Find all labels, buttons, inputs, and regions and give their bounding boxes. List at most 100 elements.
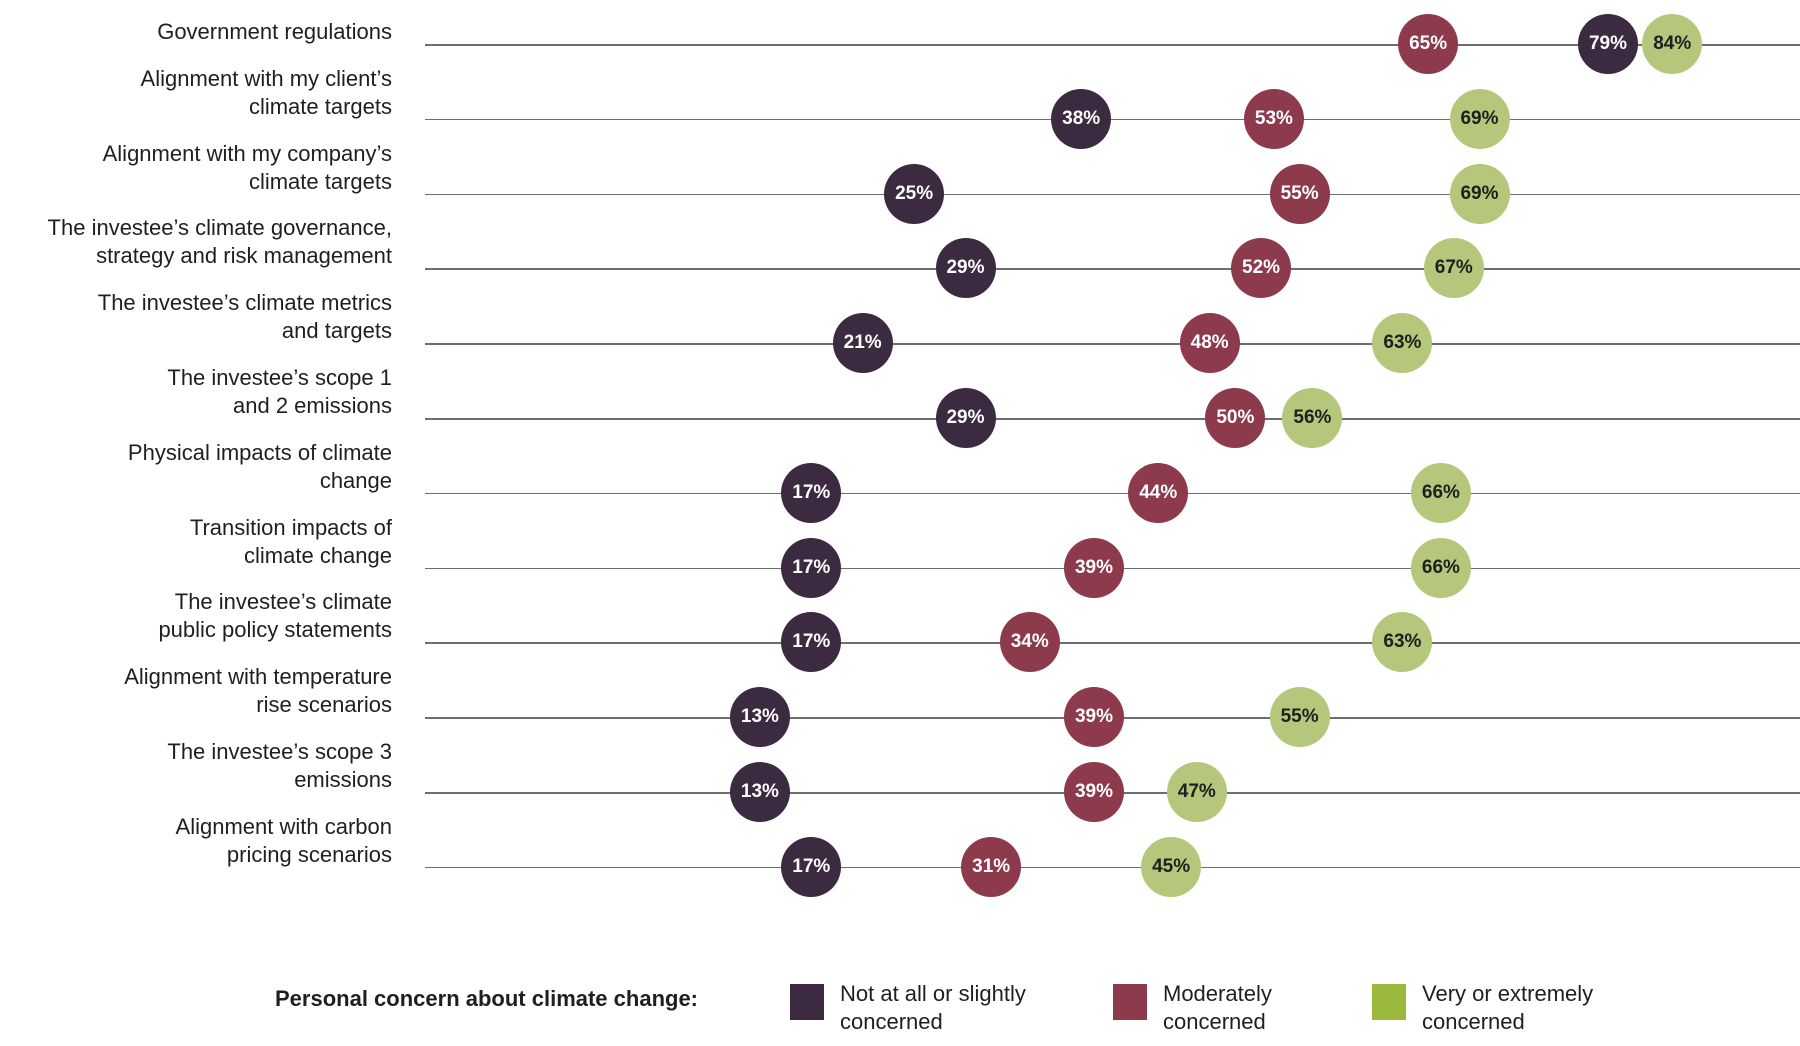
legend-item-moderately-concerned: Moderately concerned: [1113, 980, 1393, 1036]
data-point-very-or-extremely-concerned: 56%: [1282, 388, 1343, 448]
row-label-line: Alignment with temperature: [124, 664, 392, 690]
row-label: The investee’s scope 1 and 2 emissions: [0, 364, 392, 420]
data-point-not-at-all-or-slightly-concerned: 29%: [935, 238, 996, 299]
row-label-line: change: [319, 467, 392, 493]
row-label-line: climate targets: [248, 168, 392, 194]
data-point-very-or-extremely-concerned: 63%: [1372, 612, 1433, 673]
data-point-very-or-extremely-concerned: 63%: [1372, 313, 1433, 374]
data-point-moderately-concerned: 39%: [1064, 762, 1124, 822]
data-label: 63%: [1383, 631, 1422, 653]
legend-label-line: Very or extremely: [1422, 981, 1594, 1006]
legend-label: Moderately concerned: [1163, 980, 1393, 1036]
data-label: 39%: [1074, 556, 1114, 578]
data-point-not-at-all-or-slightly-concerned: 25%: [884, 163, 945, 224]
data-label: 69%: [1460, 107, 1499, 129]
data-label: 63%: [1383, 332, 1422, 354]
data-label: 50%: [1216, 407, 1255, 428]
data-point-moderately-concerned: 39%: [1064, 687, 1124, 748]
data-label: 39%: [1074, 781, 1114, 802]
data-label: 29%: [946, 407, 985, 428]
data-label: 84%: [1653, 33, 1692, 54]
data-label: 17%: [792, 631, 831, 653]
data-point-very-or-extremely-concerned: 45%: [1141, 836, 1202, 897]
row-label-line: Physical impacts of climate: [127, 439, 392, 465]
row-label: Alignment with my company’s climate targe…: [0, 140, 392, 196]
legend-swatch: [790, 984, 824, 1020]
row-line: [425, 492, 1800, 495]
row-label-line: climate change: [244, 542, 392, 568]
row-label-line: rise scenarios: [256, 692, 392, 718]
data-point-not-at-all-or-slightly-concerned: 79%: [1578, 14, 1638, 74]
row-line: [425, 118, 1800, 121]
row-label-line: pricing scenarios: [226, 841, 392, 867]
row-label: The investee’s scope 3 emissions: [0, 738, 392, 794]
data-label: 67%: [1434, 257, 1473, 279]
data-label: 53%: [1254, 107, 1293, 129]
row-label-line: Transition impacts of: [189, 514, 392, 540]
data-label: 34%: [1010, 631, 1049, 653]
row-label-line: Alignment with carbon: [175, 813, 392, 839]
legend-swatch: [1113, 984, 1147, 1020]
data-label: 56%: [1293, 407, 1332, 428]
data-point-moderately-concerned: 48%: [1179, 313, 1240, 374]
data-label: 13%: [740, 781, 779, 802]
data-label: 44%: [1139, 481, 1178, 503]
data-label: 17%: [792, 556, 831, 578]
row-label-line: Government regulations: [157, 19, 392, 44]
row-label: Alignment with temperature rise scenarios: [0, 663, 392, 719]
data-label: 55%: [1280, 706, 1319, 728]
data-label: 65%: [1409, 33, 1448, 54]
row-line: [425, 44, 1800, 46]
row-line: [425, 193, 1800, 196]
row-label-line: Alignment with my company’s: [102, 140, 392, 166]
data-point-very-or-extremely-concerned: 69%: [1449, 88, 1510, 149]
row-line: [425, 268, 1800, 270]
data-label: 55%: [1280, 182, 1319, 204]
legend-swatch: [1372, 984, 1406, 1020]
row-label-line: strategy and risk management: [96, 243, 392, 269]
row-label-line: The investee’s climate governance,: [47, 215, 392, 241]
legend-label: Very or extremely concerned: [1422, 980, 1652, 1036]
legend-label-line: concerned: [1422, 1009, 1525, 1034]
legend-label-line: Not at all or slightly: [840, 981, 1026, 1006]
data-label: 47%: [1177, 781, 1216, 802]
data-label: 25%: [895, 182, 934, 204]
row-label: The investee’s climate metrics and target…: [0, 289, 392, 345]
row-line: [425, 866, 1800, 869]
row-label-line: climate targets: [248, 93, 392, 119]
data-point-not-at-all-or-slightly-concerned: 13%: [729, 687, 790, 748]
data-point-very-or-extremely-concerned: 66%: [1410, 462, 1471, 523]
legend-label-line: Moderately: [1163, 981, 1272, 1006]
legend: Personal concern about climate change: N…: [0, 980, 1800, 1040]
data-point-not-at-all-or-slightly-concerned: 38%: [1051, 88, 1112, 149]
data-point-not-at-all-or-slightly-concerned: 17%: [781, 612, 842, 673]
legend-title: Personal concern about climate change:: [275, 986, 699, 1011]
row-label: Government regulations: [0, 18, 392, 46]
row-label: Alignment with carbon pricing scenarios: [0, 813, 392, 869]
row-label: Alignment with my client’s climate target…: [0, 65, 392, 121]
data-label: 66%: [1421, 556, 1460, 578]
row-line: [425, 343, 1800, 345]
row-label-line: and targets: [281, 318, 392, 344]
row-label: Physical impacts of climate change: [0, 439, 392, 495]
data-label: 13%: [740, 706, 779, 728]
row-label-line: The investee’s scope 3: [167, 739, 392, 764]
legend-label-line: concerned: [1163, 1009, 1266, 1034]
data-point-very-or-extremely-concerned: 84%: [1642, 14, 1703, 74]
data-point-not-at-all-or-slightly-concerned: 13%: [729, 762, 790, 822]
data-point-moderately-concerned: 53%: [1243, 88, 1304, 149]
data-point-very-or-extremely-concerned: 67%: [1423, 238, 1484, 299]
legend-label-line: concerned: [840, 1009, 943, 1034]
data-label: 17%: [792, 855, 831, 877]
data-point-moderately-concerned: 39%: [1064, 537, 1124, 598]
data-label: 38%: [1062, 107, 1101, 129]
legend-label: Not at all or slightly concerned: [840, 980, 1070, 1036]
data-label: 48%: [1190, 332, 1229, 354]
data-label: 29%: [946, 257, 985, 279]
data-point-very-or-extremely-concerned: 66%: [1410, 537, 1471, 598]
data-point-moderately-concerned: 55%: [1269, 163, 1330, 224]
data-label: 31%: [972, 855, 1011, 877]
row-label-line: and 2 emissions: [233, 393, 392, 418]
data-label: 66%: [1421, 481, 1460, 503]
